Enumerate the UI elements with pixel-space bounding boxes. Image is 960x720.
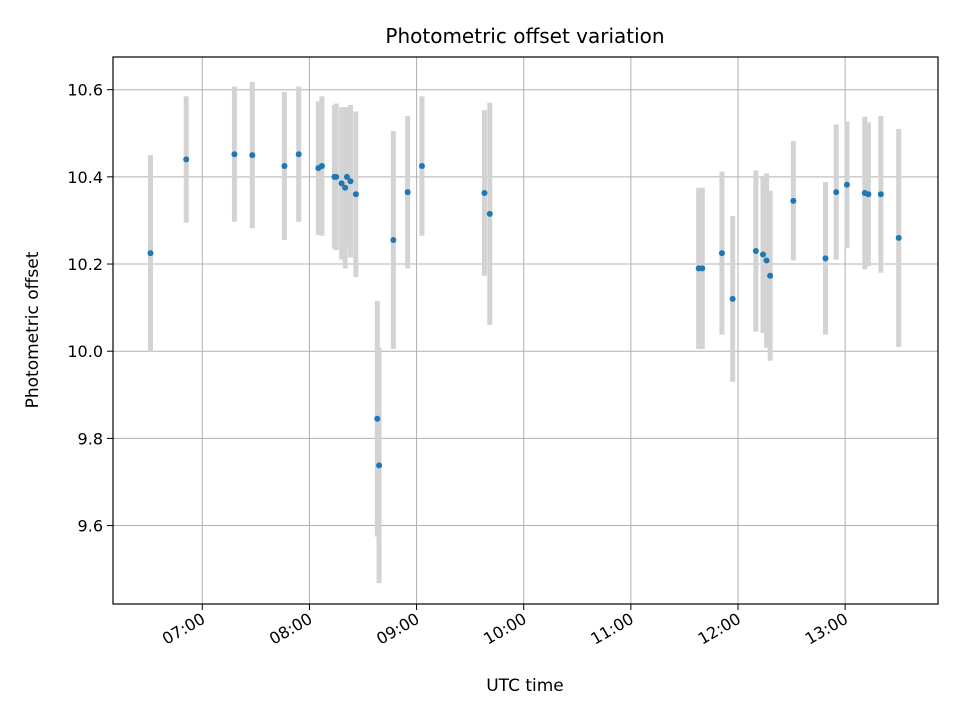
data-point <box>760 251 766 258</box>
data-point <box>404 189 411 196</box>
data-point <box>822 255 829 262</box>
y-tick-label: 10.0 <box>67 342 103 361</box>
data-point <box>790 197 797 204</box>
data-point <box>418 162 425 169</box>
data-points <box>147 151 902 469</box>
y-tick-label: 10.4 <box>67 168 103 187</box>
data-point <box>352 191 359 198</box>
data-point <box>718 250 725 257</box>
y-tick-label: 9.8 <box>78 429 103 448</box>
x-axis-title: UTC time <box>486 676 564 696</box>
data-point <box>281 162 288 169</box>
data-point <box>767 272 774 279</box>
data-point <box>833 189 840 196</box>
data-point <box>390 237 397 244</box>
data-point <box>481 189 488 196</box>
data-point <box>183 156 190 163</box>
data-point <box>763 257 770 264</box>
data-point <box>865 191 872 198</box>
y-tick-label: 10.6 <box>67 81 103 100</box>
data-point <box>729 295 736 302</box>
data-point <box>895 234 902 241</box>
plot-area-frame <box>112 56 939 605</box>
data-point <box>752 247 759 254</box>
data-point <box>249 152 256 159</box>
data-point <box>486 210 493 217</box>
y-axis: 9.6 9.8 10.0 10.2 10.4 10.6 <box>67 81 113 536</box>
data-point <box>147 250 154 257</box>
data-point <box>338 180 345 187</box>
data-point <box>376 462 383 469</box>
data-point <box>374 415 381 422</box>
data-point <box>231 151 238 158</box>
data-point <box>343 173 350 180</box>
data-point <box>347 178 354 185</box>
data-point <box>877 191 884 198</box>
data-point <box>318 162 325 169</box>
data-point <box>342 184 349 191</box>
data-point <box>843 181 850 188</box>
y-tick-label: 9.6 <box>78 517 103 536</box>
y-tick-label: 10.2 <box>67 255 103 274</box>
data-point <box>333 173 340 180</box>
y-axis-title: Photometric offset <box>23 251 43 408</box>
data-point <box>295 151 302 158</box>
data-point <box>699 265 706 272</box>
chart-title: Photometric offset variation <box>385 24 664 48</box>
